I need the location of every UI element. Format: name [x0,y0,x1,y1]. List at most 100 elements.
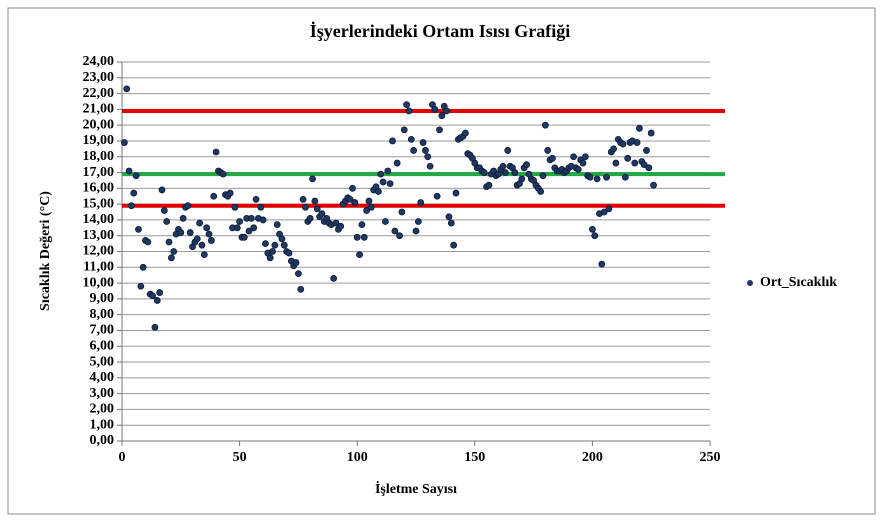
data-point [374,188,382,195]
data-point [184,202,192,210]
data-point [137,282,145,290]
y-tick-label: 22,00 [83,86,115,101]
data-point [203,224,211,232]
data-point [544,147,552,154]
data-point [636,124,643,132]
y-tick-label: 16,00 [83,181,115,196]
data-point [603,173,610,181]
data-point [539,172,547,180]
x-tick-label: 150 [464,450,485,465]
y-tick-label: 0,00 [90,433,115,448]
y-tick-label: 14,00 [83,212,115,227]
data-point [598,260,606,268]
data-point [405,107,413,115]
data-point [403,101,410,109]
data-point [631,159,639,167]
data-point [358,221,366,229]
data-point [163,218,171,225]
data-point [179,214,187,222]
data-point [353,233,361,241]
data-point [419,139,427,146]
x-tick-label: 50 [233,450,247,465]
data-point [593,175,601,183]
data-point [193,235,201,243]
data-point [271,241,279,249]
data-point [549,154,556,162]
data-point [231,203,239,211]
data-point [600,208,608,216]
data-point [160,207,168,214]
data-point [356,251,363,259]
data-point [302,203,309,211]
data-point [151,323,159,331]
data-point [391,227,399,235]
y-tick-label: 15,00 [83,196,115,211]
chart-frame [7,7,876,515]
x-tick-label: 100 [347,450,368,465]
y-axis-label: Sıcaklık Değeri (°C) [38,191,53,311]
y-tick-label: 4,00 [90,370,115,385]
data-point [586,173,594,181]
data-point [621,173,629,181]
data-point [407,135,415,143]
data-point [612,159,620,167]
data-point [332,219,340,227]
data-point [382,218,389,225]
data-point [149,292,156,300]
y-tick-label: 20,00 [83,117,115,132]
data-point [438,112,446,120]
data-point [461,129,469,137]
y-tick-label: 24,00 [83,54,115,69]
x-tick-label: 200 [582,450,603,465]
data-point [640,161,648,169]
data-point [120,139,128,146]
data-point [485,181,493,189]
data-point [170,248,178,255]
y-tick-label: 11,00 [83,260,114,275]
data-point [196,219,204,227]
x-tick-label: 0 [119,450,126,465]
data-point [200,251,208,259]
data-point [400,126,408,134]
data-point [424,153,432,161]
data-point [645,164,653,172]
data-point [365,197,373,205]
data-point [398,208,406,216]
data-point [273,221,281,229]
data-point [518,175,526,183]
data-point [236,218,244,225]
data-point [591,232,599,240]
data-point [153,297,161,304]
y-tick-label: 13,00 [83,228,115,243]
y-tick-label: 10,00 [83,275,115,290]
y-tick-label: 5,00 [90,354,115,369]
data-point [245,227,253,235]
data-point [299,195,307,203]
data-point [205,230,213,238]
data-point [252,195,260,203]
data-point [165,238,173,246]
data-point [294,270,302,278]
data-point [643,147,650,154]
data-point [537,188,545,195]
x-axis-label: İşletme Sayısı [375,480,457,497]
data-point [219,170,227,178]
data-point [250,224,258,232]
data-point [306,214,314,222]
data-point [318,210,326,218]
data-point [360,233,368,241]
data-point [436,126,443,134]
data-point [297,285,305,293]
data-point [480,169,488,176]
data-point [311,197,319,205]
y-tick-label: 17,00 [83,165,115,180]
data-point [240,233,248,241]
data-point [447,219,455,227]
data-point [523,161,530,169]
y-tick-label: 7,00 [90,323,115,338]
data-point [351,199,359,206]
data-point [337,222,345,230]
data-point [579,159,587,167]
data-point [167,254,175,262]
data-point [574,165,582,173]
